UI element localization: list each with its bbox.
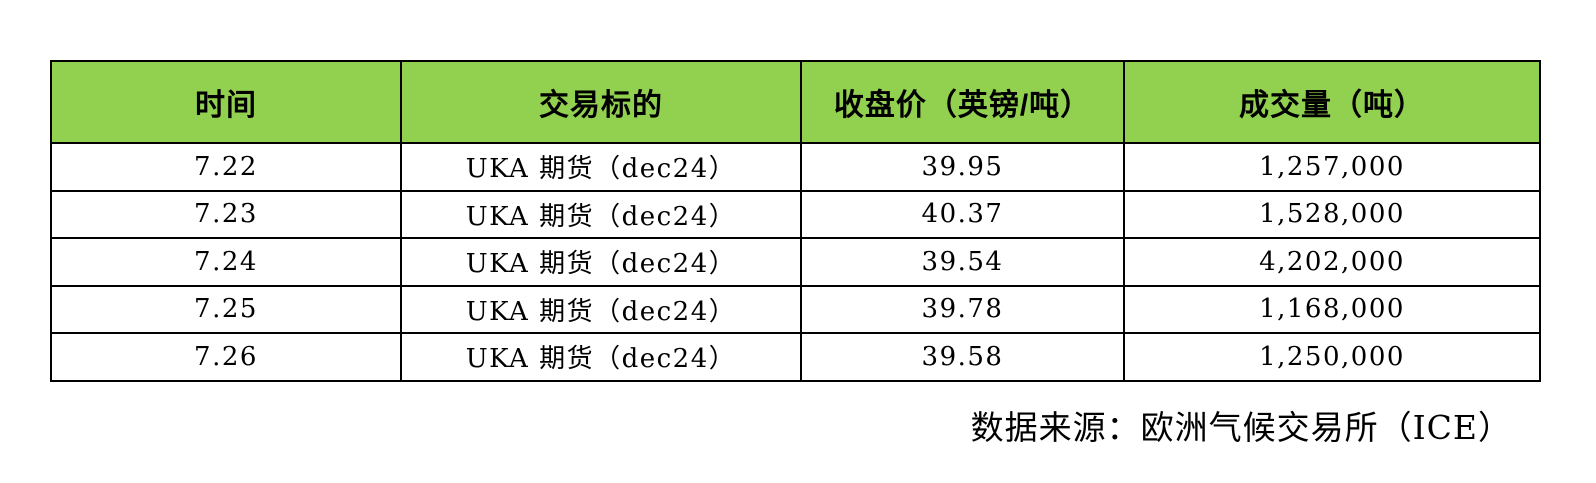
cell-volume: 1,257,000: [1123, 142, 1541, 192]
cell-instrument: UKA 期货（dec24）: [400, 189, 802, 239]
table-row: 7.26 UKA 期货（dec24） 39.58 1,250,000: [50, 332, 1541, 382]
cell-time: 7.25: [50, 284, 402, 334]
header-cell-time: 时间: [50, 60, 402, 144]
table-row: 7.24 UKA 期货（dec24） 39.54 4,202,000: [50, 237, 1541, 287]
header-cell-close-price: 收盘价（英镑/吨）: [800, 60, 1125, 144]
table-row: 7.25 UKA 期货（dec24） 39.78 1,168,000: [50, 284, 1541, 334]
cell-volume: 1,250,000: [1123, 332, 1541, 382]
cell-volume: 4,202,000: [1123, 237, 1541, 287]
table-row: 7.22 UKA 期货（dec24） 39.95 1,257,000: [50, 142, 1541, 192]
cell-close-price: 39.78: [800, 284, 1125, 334]
cell-close-price: 39.95: [800, 142, 1125, 192]
header-cell-instrument: 交易标的: [400, 60, 802, 144]
header-cell-volume: 成交量（吨）: [1123, 60, 1541, 144]
cell-close-price: 39.54: [800, 237, 1125, 287]
cell-time: 7.23: [50, 189, 402, 239]
table-row: 7.23 UKA 期货（dec24） 40.37 1,528,000: [50, 189, 1541, 239]
table-header: 时间 交易标的 收盘价（英镑/吨） 成交量（吨）: [50, 60, 1541, 144]
cell-instrument: UKA 期货（dec24）: [400, 332, 802, 382]
cell-time: 7.22: [50, 142, 402, 192]
header-row: 时间 交易标的 收盘价（英镑/吨） 成交量（吨）: [50, 60, 1541, 144]
table-body: 7.22 UKA 期货（dec24） 39.95 1,257,000 7.23 …: [50, 142, 1541, 382]
price-table: 时间 交易标的 收盘价（英镑/吨） 成交量（吨） 7.22 UKA 期货（dec…: [50, 60, 1541, 382]
cell-instrument: UKA 期货（dec24）: [400, 284, 802, 334]
cell-instrument: UKA 期货（dec24）: [400, 142, 802, 192]
cell-volume: 1,168,000: [1123, 284, 1541, 334]
data-source-note: 数据来源：欧洲气候交易所（ICE）: [970, 408, 1512, 447]
cell-volume: 1,528,000: [1123, 189, 1541, 239]
cell-time: 7.24: [50, 237, 402, 287]
cell-instrument: UKA 期货（dec24）: [400, 237, 802, 287]
cell-close-price: 40.37: [800, 189, 1125, 239]
cell-time: 7.26: [50, 332, 402, 382]
cell-close-price: 39.58: [800, 332, 1125, 382]
